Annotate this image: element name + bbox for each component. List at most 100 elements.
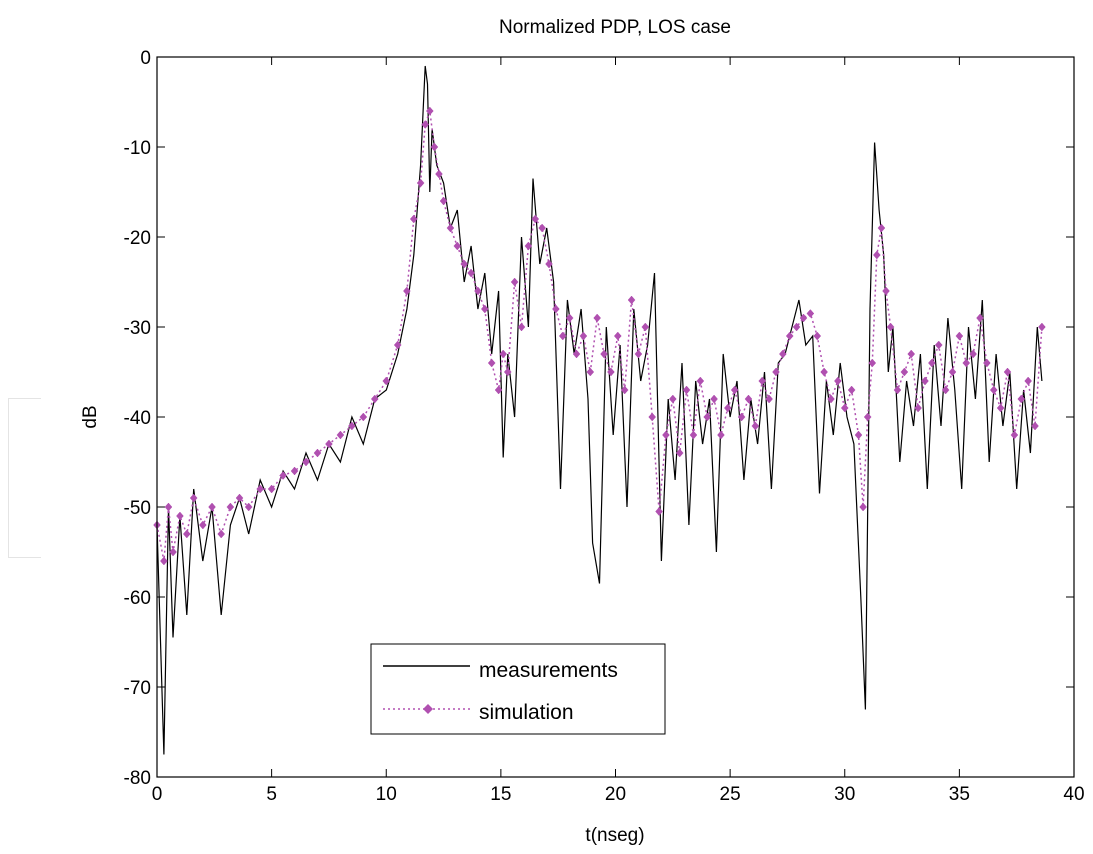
- x-tick-label: 35: [949, 784, 970, 805]
- simulation-point: [164, 502, 173, 512]
- simulation-point: [682, 385, 691, 395]
- simulation-point: [675, 448, 684, 458]
- simulation-point: [480, 304, 489, 314]
- legend-marker-simulation: [423, 704, 433, 714]
- simulation-point: [226, 502, 235, 512]
- simulation-point: [737, 412, 746, 422]
- simulation-point: [552, 304, 560, 314]
- simulation-point: [494, 385, 503, 395]
- y-tick-label: 0: [140, 48, 151, 69]
- simulation-point: [634, 349, 643, 359]
- simulation-point: [900, 367, 909, 377]
- simulation-point: [689, 430, 698, 440]
- simulation-point: [989, 385, 998, 395]
- simulation-point: [868, 358, 877, 368]
- background-panel: [8, 398, 41, 558]
- simulation-point: [955, 331, 964, 341]
- simulation-point: [969, 349, 977, 359]
- simulation-point: [1017, 394, 1026, 404]
- simulation-point: [182, 529, 191, 539]
- simulation-point: [607, 367, 615, 377]
- simulation-point: [758, 376, 767, 386]
- simulation-point: [160, 556, 168, 566]
- simulation-point: [873, 250, 881, 260]
- simulation-point: [613, 331, 622, 341]
- simulation-point: [189, 493, 198, 503]
- y-tick-label: -50: [124, 498, 151, 519]
- x-tick-label: 20: [605, 784, 626, 805]
- simulation-point: [558, 331, 567, 341]
- simulation-point: [409, 214, 418, 224]
- simulation-point: [325, 439, 333, 449]
- simulation-point: [882, 286, 890, 296]
- simulation-point: [416, 178, 425, 188]
- simulation-point: [244, 502, 253, 512]
- simulation-point: [279, 471, 287, 480]
- simulation-point: [302, 457, 310, 467]
- simulation-point: [565, 313, 574, 323]
- simulation-point: [1038, 322, 1046, 332]
- simulation-point: [717, 430, 725, 440]
- axes-frame: [156, 56, 1075, 778]
- simulation-point: [1003, 367, 1012, 377]
- simulation-point: [1010, 430, 1019, 440]
- simulation-point: [256, 484, 264, 494]
- simulation-point: [914, 403, 922, 413]
- simulation-point: [403, 286, 411, 296]
- x-axis-label: t(nseg): [585, 825, 644, 846]
- simulation-point: [703, 412, 712, 422]
- simulation-point: [859, 502, 867, 512]
- simulation-point: [348, 421, 356, 431]
- legend-label-measurements: measurements: [479, 659, 618, 682]
- simulation-line: [156, 110, 1043, 562]
- simulation-point: [1024, 376, 1032, 386]
- simulation-point: [840, 403, 849, 413]
- simulation-point: [744, 394, 753, 404]
- y-tick-label: -80: [124, 768, 151, 789]
- simulation-point: [668, 394, 677, 404]
- simulation-point: [710, 394, 718, 404]
- simulation-point: [962, 358, 971, 368]
- legend-label-simulation: simulation: [479, 701, 574, 724]
- x-tick-label: 15: [490, 784, 511, 805]
- simulation-point: [439, 196, 448, 206]
- simulation-point: [806, 309, 815, 318]
- simulation-point: [600, 349, 608, 359]
- simulation-point: [928, 358, 936, 368]
- simulation-point: [662, 430, 670, 440]
- simulation-point: [267, 484, 276, 494]
- x-tick-label: 10: [376, 784, 397, 805]
- y-tick-label: -30: [124, 318, 151, 339]
- simulation-point: [382, 376, 391, 386]
- x-tick-label: 30: [834, 784, 855, 805]
- simulation-point: [336, 430, 345, 440]
- simulation-point: [359, 412, 368, 422]
- simulation-point: [313, 448, 322, 458]
- simulation-point: [751, 421, 760, 431]
- simulation-point: [545, 259, 553, 269]
- simulation-point: [730, 385, 739, 395]
- simulation-point: [724, 403, 732, 413]
- simulation-point: [772, 367, 780, 377]
- simulation-point: [799, 313, 808, 323]
- simulation-point: [976, 313, 984, 323]
- simulation-point: [460, 259, 469, 269]
- simulation-point: [370, 394, 379, 404]
- simulation-point: [983, 358, 991, 368]
- simulation-point: [169, 547, 177, 557]
- simulation-point: [847, 385, 856, 395]
- simulation-point: [641, 322, 650, 332]
- simulation-point: [627, 295, 636, 305]
- simulation-point: [593, 313, 601, 323]
- x-tick-label: 40: [1063, 784, 1084, 805]
- simulation-point: [425, 106, 434, 116]
- simulation-point: [907, 349, 916, 359]
- simulation-point: [921, 376, 929, 386]
- simulation-point: [886, 322, 895, 332]
- simulation-point: [531, 214, 540, 224]
- simulation-point: [421, 120, 430, 129]
- simulation-point: [579, 331, 588, 341]
- simulation-point: [1031, 421, 1039, 431]
- simulation-point: [586, 367, 595, 377]
- simulation-point: [785, 331, 794, 341]
